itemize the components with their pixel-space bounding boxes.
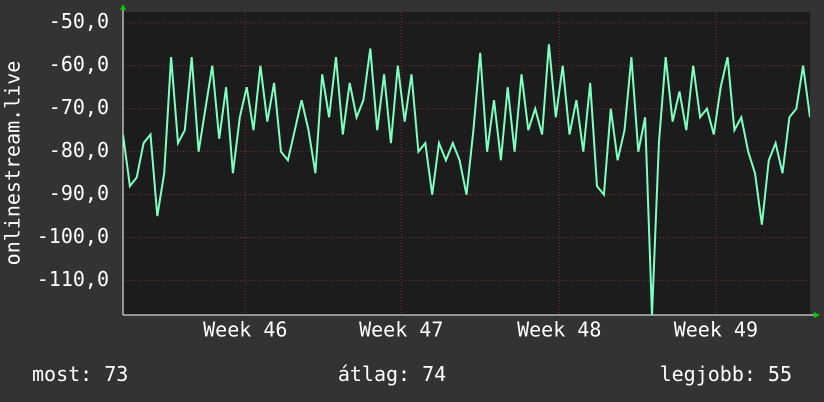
stat-label: átlag: (338, 362, 410, 386)
stat: legjobb: 55 (660, 362, 792, 386)
x-tick-label: Week 47 (359, 318, 443, 342)
axis-arrow (120, 4, 126, 10)
plot-area (123, 12, 810, 315)
stat: most: 73 (32, 362, 128, 386)
stat-value: 73 (104, 362, 128, 386)
stat-label: most: (32, 362, 92, 386)
stat-label: legjobb: (660, 362, 756, 386)
y-tick-label: -50,0 (49, 9, 109, 33)
line (123, 44, 810, 315)
axis-arrow (814, 312, 820, 318)
x-tick-label: Week 46 (203, 318, 287, 342)
x-tick-label: Week 48 (517, 318, 601, 342)
stat-value: 55 (768, 362, 792, 386)
y-tick-label: -80,0 (49, 138, 109, 162)
y-axis-label: onlinestream.live (1, 61, 25, 266)
stat-value: 74 (422, 362, 446, 386)
y-tick-label: -70,0 (49, 95, 109, 119)
y-tick-label: -90,0 (49, 181, 109, 205)
y-tick-label: -60,0 (49, 52, 109, 76)
y-tick-label: -110,0 (37, 267, 109, 291)
x-tick-label: Week 49 (674, 318, 758, 342)
stat: átlag: 74 (338, 362, 446, 386)
y-tick-label: -100,0 (37, 224, 109, 248)
